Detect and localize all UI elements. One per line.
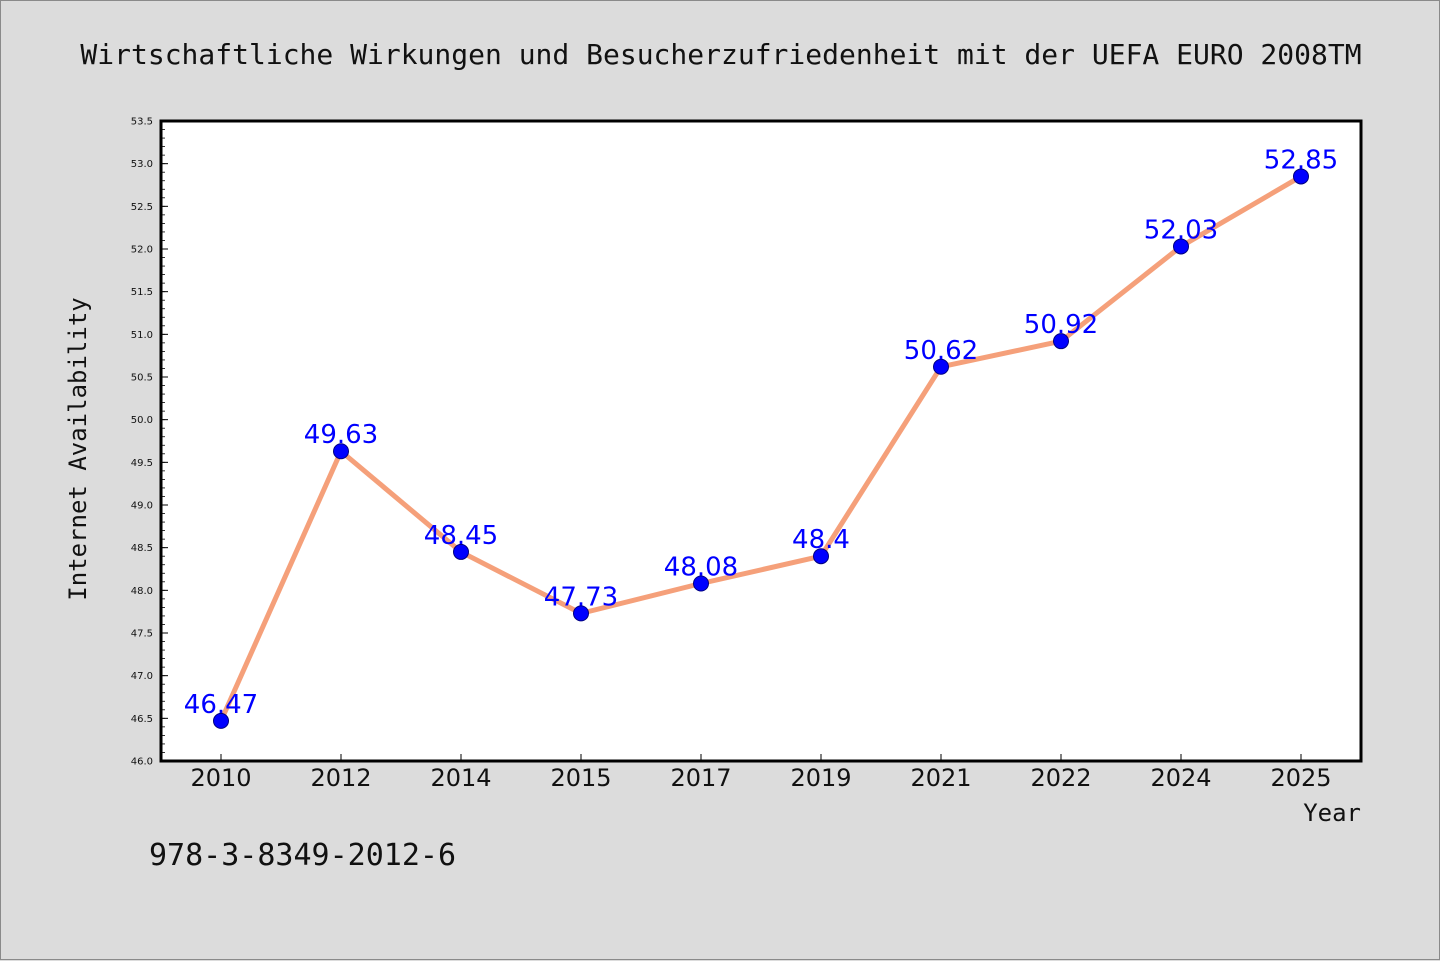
y-tick-label: 51.5: [131, 287, 153, 298]
y-axis: 46.0 46.5 47.0 47.5 48.0 48.5 49.0 49.5 50.0 50.5…: [131, 117, 168, 768]
x-tick-label: 2024: [1150, 764, 1211, 792]
data-label: 52.03: [1144, 215, 1218, 245]
x-tick-label: 2019: [790, 764, 851, 792]
plot-area: [159, 119, 1363, 763]
series-layer: 46.47 49.63 48.45 47.73 48.08 48.4 50.62 50.92 5…: [184, 145, 1338, 729]
data-label: 49.63: [304, 420, 378, 450]
y-tick-label: 46.0: [131, 757, 153, 768]
data-point: [1173, 238, 1189, 255]
series-line: [218, 173, 1304, 724]
data-point: [693, 575, 709, 592]
data-point: [573, 605, 589, 622]
chart-title: Wirtschaftliche Wirkungen und Besucherzu…: [80, 38, 1361, 71]
footnote-isbn: 978-3-8349-2012-6: [149, 838, 456, 873]
data-label: 48.4: [792, 525, 850, 555]
data-label: 48.45: [424, 521, 498, 551]
data-label: 52.85: [1264, 145, 1338, 175]
x-tick-label: 2010: [190, 764, 251, 792]
data-point: [933, 358, 949, 375]
y-tick-label: 50.5: [131, 373, 153, 384]
x-tick-label: 2022: [1030, 764, 1091, 792]
y-tick-label: 47.0: [131, 671, 153, 682]
data-label: 47.73: [544, 582, 618, 612]
y-tick-label: 48.0: [131, 586, 153, 597]
data-point: [453, 543, 469, 560]
y-tick-label: 49.0: [131, 501, 153, 512]
data-point: [1053, 333, 1069, 350]
x-axis-title: Year: [1303, 799, 1361, 827]
data-point: [1293, 168, 1309, 185]
x-tick-label: 2012: [310, 764, 371, 792]
data-point: [213, 712, 229, 729]
y-tick-label: 53.0: [131, 159, 153, 170]
x-tick-label: 2021: [910, 764, 971, 792]
x-tick-label: 2014: [430, 764, 491, 792]
x-tick-label: 2017: [670, 764, 731, 792]
y-tick-label: 49.5: [131, 458, 153, 469]
y-tick-label: 46.5: [131, 714, 153, 725]
y-tick-label: 48.5: [131, 543, 153, 554]
data-label: 50.92: [1024, 310, 1098, 340]
data-label: 46.47: [184, 690, 258, 720]
y-tick-label: 52.0: [131, 245, 153, 256]
data-label: 48.08: [664, 553, 738, 583]
x-axis: 2010 2012 2014 2015 2017 2019 2021 2022 2024 2025: [190, 754, 1332, 792]
data-point: [813, 548, 829, 565]
y-tick-label: 50.0: [131, 415, 153, 426]
y-tick-label: 47.5: [131, 629, 153, 640]
data-point: [333, 443, 349, 460]
x-tick-label: 2025: [1270, 764, 1331, 792]
y-tick-label: 51.0: [131, 330, 153, 341]
y-tick-label: 53.5: [131, 117, 153, 128]
y-axis-title: Internet Availability: [64, 297, 92, 600]
x-tick-label: 2015: [550, 764, 611, 792]
data-label: 50.62: [904, 336, 978, 366]
y-tick-label: 52.5: [131, 202, 153, 213]
